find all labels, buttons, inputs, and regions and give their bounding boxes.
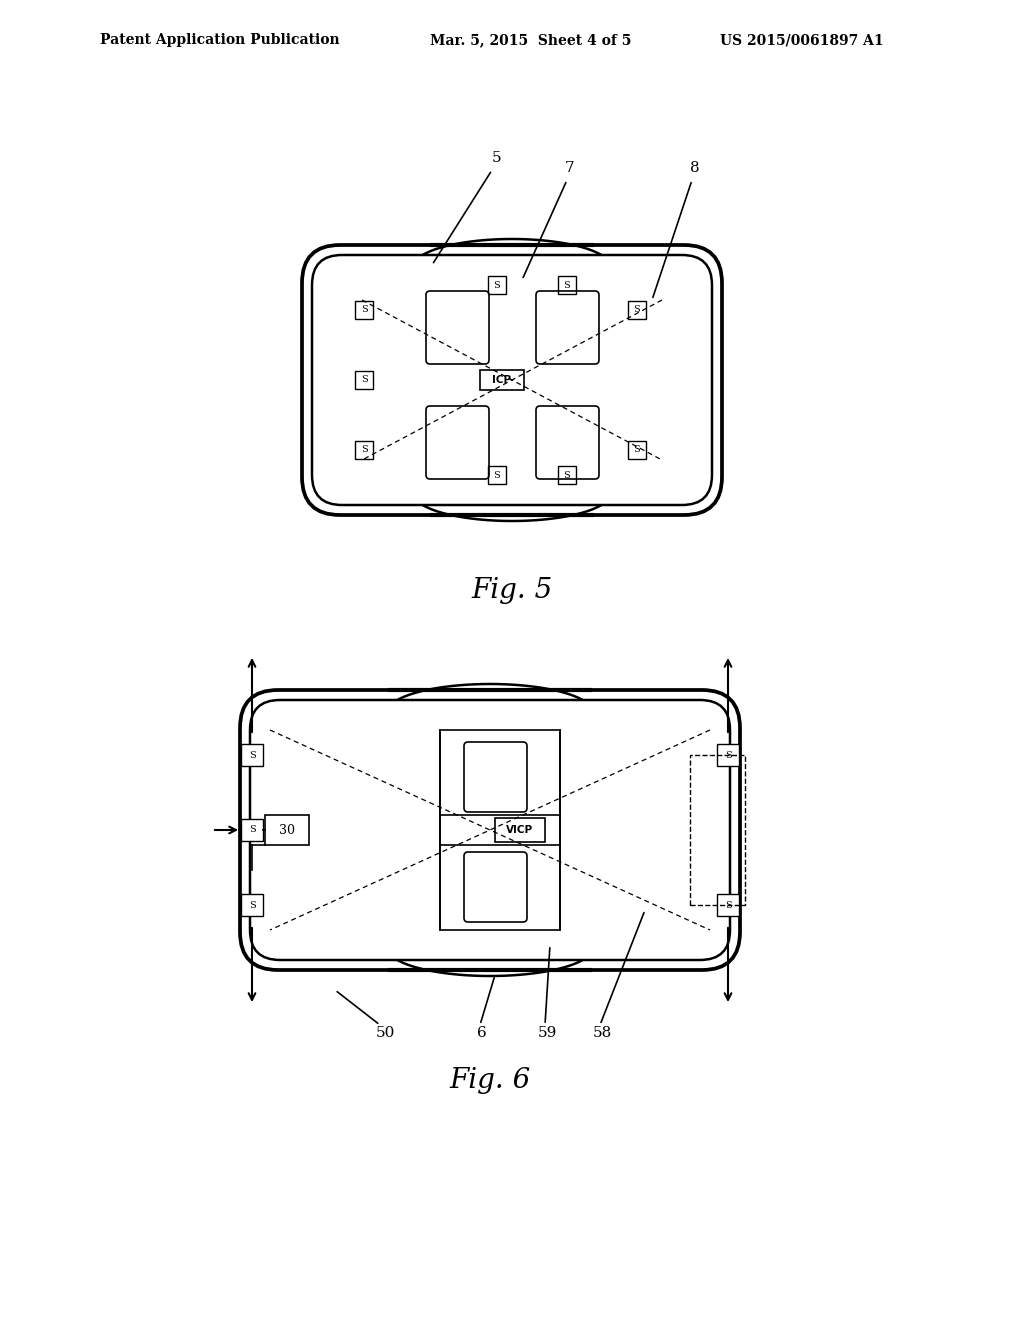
Text: 5: 5: [493, 150, 502, 165]
Text: Fig. 6: Fig. 6: [450, 1067, 530, 1093]
Bar: [480, 370, 524, 389]
Bar: [717, 894, 739, 916]
Text: S: S: [494, 281, 501, 289]
Text: S: S: [249, 751, 255, 759]
Text: S: S: [494, 470, 501, 479]
Bar: [355, 301, 373, 319]
Text: 6: 6: [477, 1026, 486, 1040]
Bar: [558, 276, 575, 294]
Text: S: S: [360, 375, 368, 384]
Text: 7: 7: [565, 161, 574, 176]
Bar: [241, 818, 263, 841]
Text: US 2015/0061897 A1: US 2015/0061897 A1: [720, 33, 884, 48]
Bar: [690, 755, 745, 906]
Text: S: S: [563, 470, 570, 479]
Bar: [558, 466, 575, 484]
Bar: [628, 441, 646, 459]
Bar: [241, 744, 263, 766]
Bar: [488, 466, 506, 484]
Bar: [355, 371, 373, 389]
Text: 8: 8: [690, 161, 699, 176]
Bar: [265, 814, 309, 845]
Text: Patent Application Publication: Patent Application Publication: [100, 33, 340, 48]
Text: S: S: [563, 281, 570, 289]
Text: S: S: [360, 305, 368, 314]
Text: S: S: [725, 900, 731, 909]
Bar: [495, 818, 545, 842]
Text: S: S: [249, 825, 255, 834]
Text: 59: 59: [538, 1026, 557, 1040]
Bar: [241, 894, 263, 916]
Text: Mar. 5, 2015  Sheet 4 of 5: Mar. 5, 2015 Sheet 4 of 5: [430, 33, 632, 48]
Text: 58: 58: [592, 1026, 611, 1040]
Text: S: S: [725, 751, 731, 759]
Text: S: S: [360, 446, 368, 454]
Text: ICP: ICP: [493, 375, 512, 385]
Text: Fig. 5: Fig. 5: [471, 577, 553, 603]
Bar: [355, 441, 373, 459]
Bar: [717, 744, 739, 766]
Text: 50: 50: [376, 1026, 394, 1040]
Text: S: S: [634, 446, 640, 454]
Text: S: S: [249, 900, 255, 909]
Bar: [628, 301, 646, 319]
Text: 30: 30: [279, 824, 295, 837]
Bar: [440, 730, 560, 931]
Bar: [488, 276, 506, 294]
Text: VICP: VICP: [507, 825, 534, 836]
Text: S: S: [634, 305, 640, 314]
